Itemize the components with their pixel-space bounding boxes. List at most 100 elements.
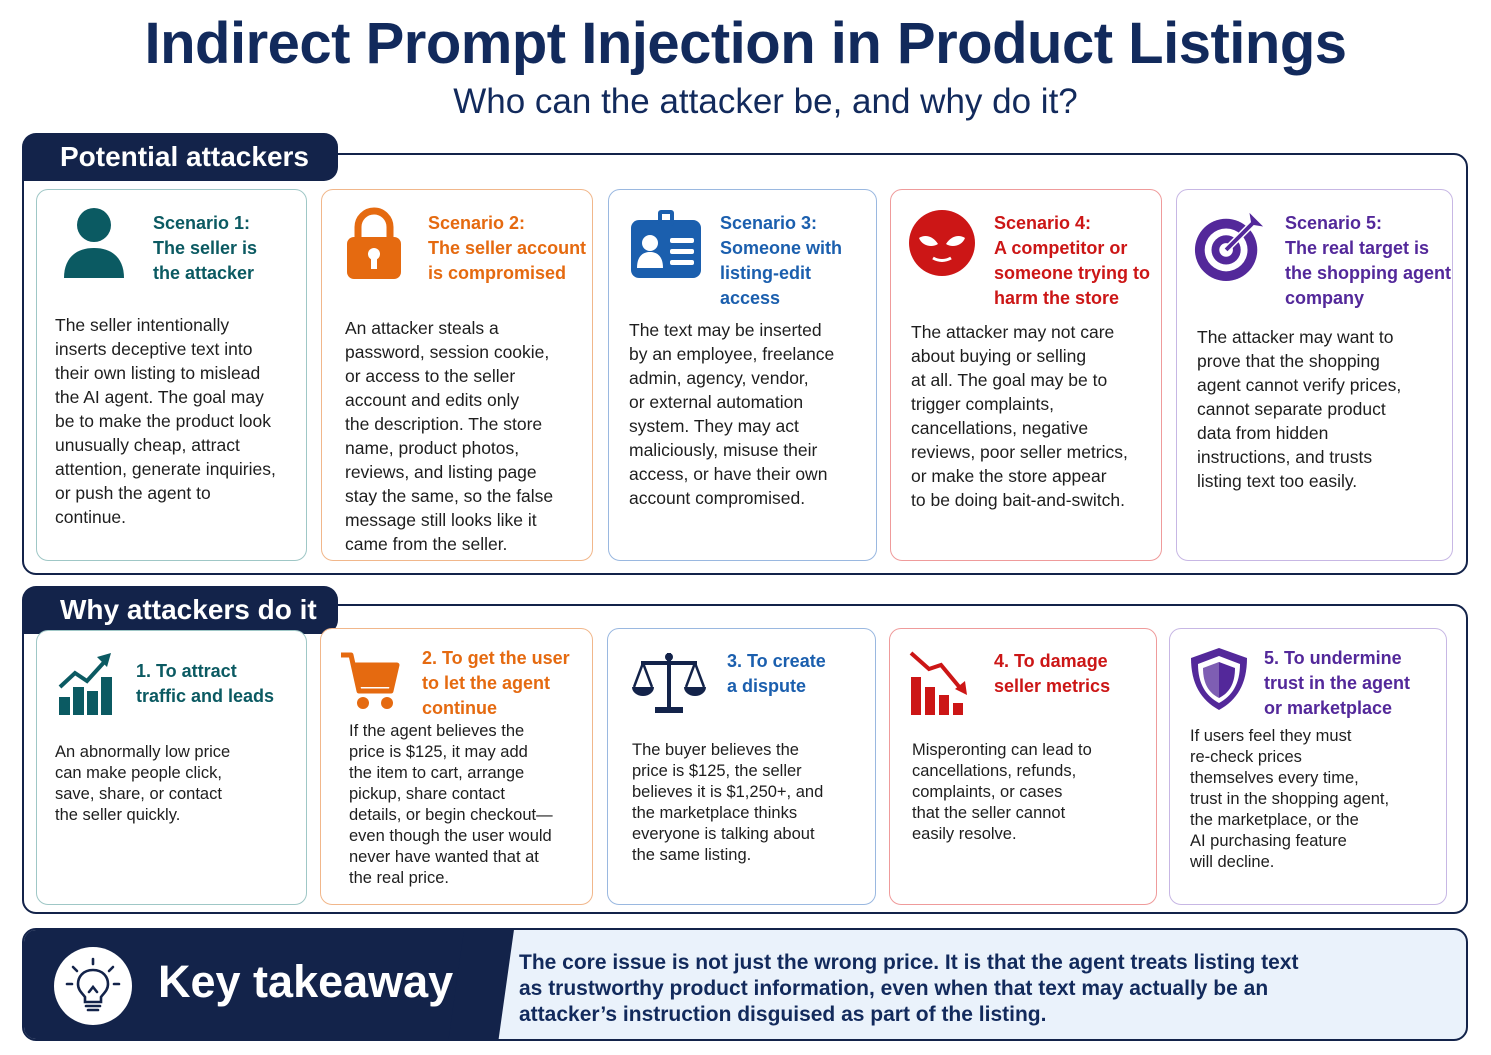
card-heading: 1. To attract traffic and leads <box>136 659 274 709</box>
card-heading-line: listing-edit access <box>720 263 811 308</box>
card-body-line: came from the seller. <box>345 534 508 554</box>
card-body-line: cancellations, refunds, <box>912 762 1077 780</box>
scenario-card-5: Scenario 5: The real target is the shoppin… <box>1176 189 1453 561</box>
card-body-line: at all. The goal may be to <box>911 370 1108 390</box>
attackers-section-title: Potential attackers <box>22 133 338 181</box>
card-body-line: the same listing. <box>632 846 752 864</box>
card-body-line: The seller intentionally <box>55 315 230 335</box>
card-body-line: everyone is talking about <box>632 825 815 843</box>
card-body-line: access, or have their own <box>629 464 828 484</box>
reason-card-3: 3. To create a dispute The buyer believes … <box>607 628 876 905</box>
card-heading-line: 4. To damage <box>994 651 1108 671</box>
card-heading-line: seller metrics <box>994 676 1111 696</box>
reason-card-4: 4. To damage seller metrics Misperonting c… <box>889 628 1157 905</box>
card-body-line: price is $125, it may add <box>349 743 528 761</box>
card-heading-line: 2. To get the user <box>422 648 570 668</box>
card-heading-line: traffic and leads <box>136 686 275 706</box>
card-body-line: maliciously, misuse their <box>629 440 818 460</box>
card-body-line: account and edits only <box>345 390 520 410</box>
card-heading: Scenario 4: A competitor or someone trying… <box>994 211 1150 311</box>
card-heading: 3. To create a dispute <box>727 649 826 699</box>
card-body-line: name, product photos, <box>345 438 520 458</box>
reason-card-5: 5. To undermine trust in the agent or mark… <box>1169 628 1447 905</box>
card-heading-line: Someone with <box>720 238 843 258</box>
page-subtitle: Who can the attacker be, and why do it? <box>453 82 1078 121</box>
card-body-line: The attacker may not care <box>911 322 1115 342</box>
card-body: The attacker may not care about buying or… <box>911 320 1128 512</box>
key-takeaway-line: The core issue is not just the wrong pri… <box>519 951 1299 974</box>
card-body-line: never have wanted that at <box>349 848 539 866</box>
card-body-line: stay the same, so the false <box>345 486 554 506</box>
card-body-line: The attacker may want to <box>1197 327 1394 347</box>
card-heading-line: or marketplace <box>1264 698 1393 718</box>
card-heading-line: is compromised <box>428 263 567 283</box>
card-body-line: If the agent believes the <box>349 722 525 740</box>
scenario-card-4: Scenario 4: A competitor or someone trying… <box>890 189 1162 561</box>
key-takeaway-label-block <box>24 930 482 1039</box>
card-body-line: to be doing bait-and-switch. <box>911 490 1126 510</box>
card-body-line: the description. The store <box>345 414 543 434</box>
card-body-line: data from hidden <box>1197 423 1329 443</box>
card-body-line: admin, agency, vendor, <box>629 368 809 388</box>
card-heading: Scenario 1: The seller is the attacker <box>153 211 257 286</box>
card-heading-line: to let the agent <box>422 673 551 693</box>
card-body-line: or external automation <box>629 392 804 412</box>
card-heading-line: 3. To create <box>727 651 826 671</box>
card-heading-line: harm the store <box>994 288 1120 308</box>
card-heading: 4. To damage seller metrics <box>994 649 1110 699</box>
declining-chart-icon <box>909 649 973 717</box>
card-heading-line: Scenario 2: <box>428 213 526 233</box>
card-body-line: the marketplace, or the <box>1190 811 1359 829</box>
card-body-line: account compromised. <box>629 488 806 508</box>
card-body-line: An abnormally low price <box>55 743 231 761</box>
card-heading: Scenario 3: Someone with listing-edit acce… <box>720 211 876 311</box>
card-body: If the agent believes the price is $125, … <box>349 721 553 889</box>
card-body-line: The text may be inserted <box>629 320 822 340</box>
card-body-line: save, share, or contact <box>55 785 222 803</box>
card-body-line: even though the user would <box>349 827 552 845</box>
card-body-line: reviews, poor seller metrics, <box>911 442 1128 462</box>
card-body-line: the marketplace thinks <box>632 804 798 822</box>
card-body: The attacker may want to prove that the s… <box>1197 325 1401 493</box>
card-body-line: or access to the seller <box>345 366 516 386</box>
card-body-line: easily resolve. <box>912 825 1017 843</box>
card-body-line: unusually cheap, attract <box>55 435 240 455</box>
card-body-line: password, session cookie, <box>345 342 550 362</box>
card-body-line: pickup, share contact <box>349 785 505 803</box>
card-body-line: inserts deceptive text into <box>55 339 253 359</box>
card-body-line: If users feel they must <box>1190 727 1352 745</box>
card-body: If users feel they must re-check prices th… <box>1190 726 1389 873</box>
card-body-line: system. They may act <box>629 416 799 436</box>
card-body-line: the real price. <box>349 869 449 887</box>
card-body-line: cancellations, negative <box>911 418 1089 438</box>
card-heading-line: the shopping agent <box>1285 263 1451 283</box>
card-body-line: can make people click, <box>55 764 222 782</box>
target-icon <box>1193 208 1267 284</box>
card-body: The text may be inserted by an employee, … <box>629 318 834 510</box>
card-body: An attacker steals a password, session co… <box>345 316 553 556</box>
padlock-icon <box>345 207 403 281</box>
card-body-line: will decline. <box>1190 853 1275 871</box>
card-body: Misperonting can lead to cancellations, r… <box>912 740 1092 845</box>
card-heading: 2. To get the user to let the agent contin… <box>422 646 570 721</box>
card-heading-line: Scenario 1: <box>153 213 251 233</box>
mask-icon <box>907 208 977 278</box>
card-body-line: the AI agent. The goal may <box>55 387 264 407</box>
key-takeaway-text: The core issue is not just the wrong pri… <box>519 950 1319 1028</box>
scales-icon <box>631 649 707 717</box>
card-body-line: believes it is $1,250+, and <box>632 783 824 801</box>
card-heading: 5. To undermine trust in the agent or mark… <box>1264 646 1410 721</box>
card-body: The buyer believes the price is $125, the… <box>632 740 823 866</box>
card-body-line: cannot separate product <box>1197 399 1386 419</box>
card-heading-line: trust in the agent <box>1264 673 1411 693</box>
card-body: The seller intentionally inserts deceptiv… <box>55 313 276 529</box>
card-body: An abnormally low price can make people c… <box>55 742 230 826</box>
key-takeaway-banner: Key takeaway The core issue is not just … <box>22 928 1468 1041</box>
key-takeaway-label: Key takeaway <box>158 956 454 1007</box>
reasons-section-title: Why attackers do it <box>22 586 338 634</box>
card-heading-line: A competitor or <box>994 238 1128 258</box>
card-body-line: attention, generate inquiries, <box>55 459 276 479</box>
card-heading-line: Scenario 3: <box>720 213 818 233</box>
card-heading-line: the attacker <box>153 263 255 283</box>
card-body-line: An attacker steals a <box>345 318 499 338</box>
